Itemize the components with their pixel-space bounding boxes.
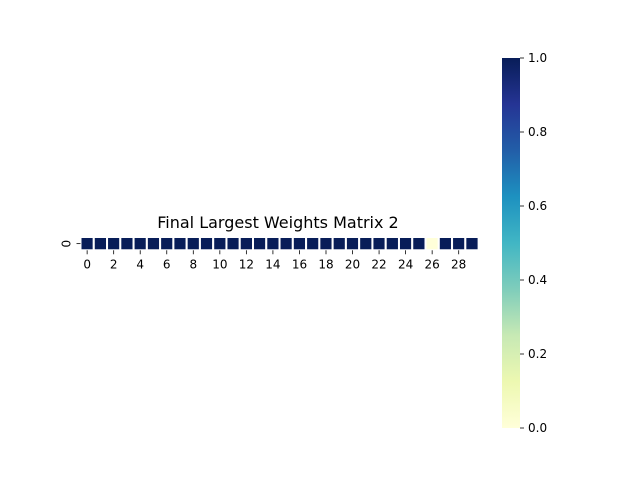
heatmap-cell bbox=[437, 236, 454, 252]
heatmap-cell bbox=[92, 236, 109, 252]
heatmap-cell bbox=[212, 236, 228, 252]
x-tick-label: 16 bbox=[292, 257, 307, 271]
chart-title: Final Largest Weights Matrix 2 bbox=[157, 213, 398, 232]
heatmap-cell bbox=[358, 236, 374, 252]
x-tick-label: 22 bbox=[371, 257, 386, 271]
heatmap-cell bbox=[238, 236, 255, 252]
y-tick-label: 0 bbox=[60, 240, 74, 248]
heatmap-cell bbox=[265, 236, 281, 252]
colorbar-tick-label: 0.6 bbox=[528, 199, 547, 213]
heatmap-cell bbox=[132, 236, 148, 252]
colorbar: 0.0 0.2 0.4 0.6 0.8 1.0 bbox=[502, 51, 547, 435]
heatmap-cell bbox=[106, 236, 122, 252]
heatmap-cell bbox=[172, 236, 188, 252]
heatmap-cell bbox=[411, 236, 427, 252]
heatmap-cell bbox=[318, 236, 334, 252]
x-tick-label: 26 bbox=[425, 257, 440, 271]
x-tick-label: 24 bbox=[398, 257, 413, 271]
x-tick-label: 12 bbox=[239, 257, 254, 271]
x-tick-label: 20 bbox=[345, 257, 360, 271]
heatmap-cell bbox=[291, 236, 308, 252]
x-tick-label: 0 bbox=[83, 257, 91, 271]
y-axis: 0 bbox=[60, 240, 81, 248]
x-tick-label: 28 bbox=[451, 257, 466, 271]
x-tick-label: 18 bbox=[318, 257, 333, 271]
colorbar-tick-label: 0.4 bbox=[528, 273, 547, 287]
heatmap-cell bbox=[305, 236, 321, 252]
heatmap-cell bbox=[185, 236, 201, 252]
x-tick-label: 10 bbox=[212, 257, 227, 271]
heatmap-cell bbox=[424, 236, 440, 252]
heatmap-cell bbox=[252, 236, 268, 252]
x-tick-label: 2 bbox=[110, 257, 118, 271]
x-axis: 0 2 4 6 8 10 12 14 16 18 20 22 24 26 28 bbox=[83, 250, 466, 271]
colorbar-tick-label: 0.2 bbox=[528, 347, 547, 361]
x-tick-label: 8 bbox=[189, 257, 197, 271]
heatmap-cell bbox=[464, 236, 480, 252]
heatmap-cell bbox=[451, 236, 467, 252]
colorbar-tick-label: 0.0 bbox=[528, 421, 547, 435]
heatmap-cell bbox=[384, 236, 400, 252]
heatmap-cell bbox=[278, 236, 294, 252]
x-tick-label: 14 bbox=[265, 257, 280, 271]
heatmap-cell bbox=[397, 236, 414, 252]
heatmap-cells bbox=[79, 236, 480, 252]
heatmap-cell bbox=[159, 236, 175, 252]
x-tick-label: 6 bbox=[163, 257, 171, 271]
heatmap-cell bbox=[331, 236, 347, 252]
colorbar-tick-label: 1.0 bbox=[528, 51, 547, 65]
x-tick-label: 4 bbox=[136, 257, 144, 271]
colorbar-tick-label: 0.8 bbox=[528, 125, 547, 139]
heatmap-cell bbox=[371, 236, 387, 252]
colorbar-ticks: 0.0 0.2 0.4 0.6 0.8 1.0 bbox=[520, 51, 547, 435]
heatmap-cell bbox=[198, 236, 215, 252]
heatmap-cell bbox=[145, 236, 162, 252]
heatmap-cell bbox=[344, 236, 361, 252]
heatmap-cell bbox=[119, 236, 135, 252]
colorbar-gradient bbox=[502, 58, 520, 428]
heatmap-cell bbox=[225, 236, 241, 252]
heatmap-cell bbox=[79, 236, 95, 252]
